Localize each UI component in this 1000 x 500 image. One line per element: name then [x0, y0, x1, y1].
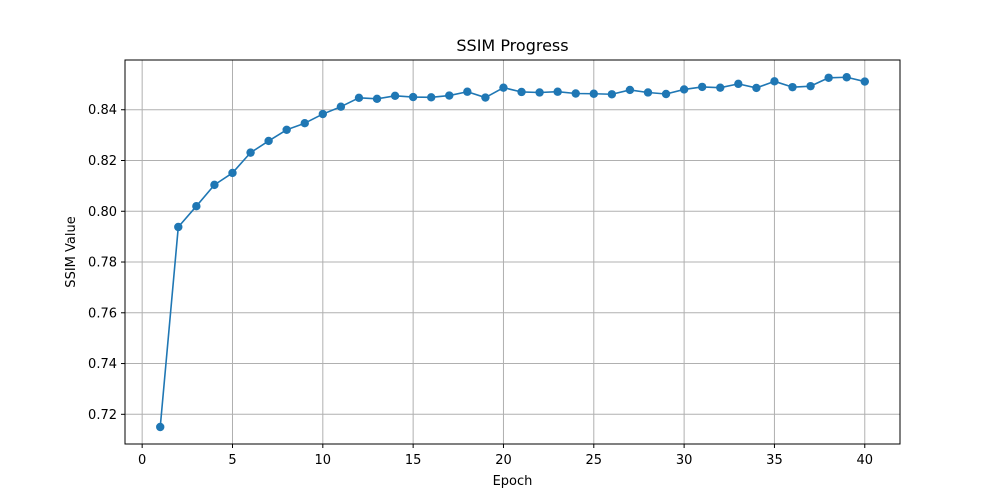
y-tick-label: 0.74 [88, 357, 117, 372]
data-point [643, 88, 653, 97]
data-point [499, 83, 508, 92]
x-tick-label: 40 [856, 453, 873, 468]
data-point [372, 94, 382, 104]
data-point [770, 77, 779, 86]
grid [125, 60, 900, 444]
y-axis-title: SSIM Value [64, 216, 79, 287]
data-point [553, 87, 562, 96]
x-tick-label: 35 [766, 453, 783, 468]
data-point [860, 77, 869, 86]
data-point [174, 222, 183, 232]
x-tick-label: 20 [495, 453, 512, 468]
data-point [734, 79, 743, 89]
data-point [806, 81, 815, 91]
data-point [246, 148, 255, 157]
data-point [427, 93, 436, 102]
data-point [697, 82, 707, 92]
data-point [228, 168, 237, 178]
data-point [842, 73, 851, 82]
x-tick-label: 25 [586, 453, 603, 468]
data-point [282, 125, 291, 134]
data-point [156, 422, 165, 432]
x-tick-label: 15 [405, 453, 422, 468]
chart-title: SSIM Progress [456, 36, 568, 55]
y-tick-label: 0.84 [88, 103, 117, 118]
data-point [788, 82, 797, 92]
data-point [408, 92, 418, 102]
series-layer [156, 73, 869, 432]
data-point [445, 91, 454, 100]
data-point [625, 85, 635, 95]
x-tick-label: 10 [315, 453, 332, 468]
y-tick-label: 0.76 [88, 306, 117, 321]
data-point [300, 118, 309, 128]
data-point [571, 89, 580, 98]
y-tick-label: 0.72 [88, 408, 117, 423]
data-point [589, 89, 598, 98]
data-point [354, 93, 364, 103]
data-point [824, 73, 833, 82]
data-point [517, 87, 526, 97]
x-tick-label: 0 [138, 453, 146, 468]
data-point [661, 89, 671, 99]
data-point [336, 102, 346, 111]
data-point [210, 180, 219, 190]
data-point [264, 136, 273, 146]
data-point [192, 201, 201, 211]
y-tick-label: 0.80 [88, 205, 117, 220]
y-tick-label: 0.82 [88, 154, 117, 169]
data-point [318, 109, 328, 119]
axes: 0 5 10 15 20 25 30 35 40 0.72 0.74 0.76 0.78 0.80 0.82… [88, 103, 873, 468]
data-point [463, 87, 472, 96]
data-point [752, 83, 761, 93]
series-line [159, 76, 865, 428]
data-point [607, 90, 617, 99]
y-tick-label: 0.78 [88, 256, 117, 271]
data-point [716, 83, 725, 92]
data-point [679, 85, 689, 94]
plot-frame [124, 59, 901, 445]
data-point [481, 93, 490, 102]
x-axis-title: Epoch [493, 474, 533, 489]
x-tick-label: 5 [228, 453, 236, 468]
x-tick-label: 30 [676, 453, 693, 468]
data-point [390, 91, 400, 100]
data-point [535, 88, 544, 97]
